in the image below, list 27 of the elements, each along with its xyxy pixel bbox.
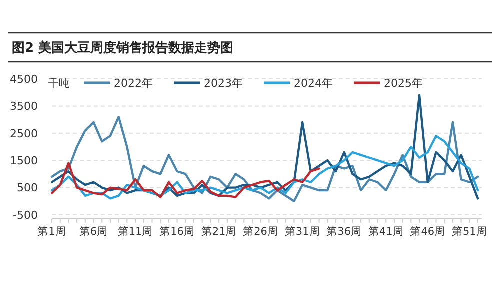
line-series [50, 135, 480, 200]
x-tick-label: 第31周 [284, 226, 320, 238]
y-tick-label: 1500 [10, 154, 38, 168]
y-tick-label: -500 [13, 208, 38, 222]
line-series [50, 162, 320, 198]
x-tick-label: 第16周 [160, 226, 195, 238]
x-tick-label: 第1周 [38, 226, 66, 238]
x-tick-label: 第11周 [118, 226, 154, 238]
x-tick-label: 第51周 [452, 226, 488, 238]
x-tick-label: 第36周 [326, 226, 362, 238]
line-series [50, 94, 480, 200]
x-tick-label: 第46周 [410, 226, 446, 238]
y-axis-title: 千吨 [48, 77, 70, 90]
x-tick-label: 第21周 [201, 226, 237, 238]
y-tick-label: 2500 [10, 127, 38, 140]
y-tick-label: 3500 [10, 100, 38, 114]
y-tick-label: 4500 [10, 72, 38, 86]
legend-label: 2023年 [204, 76, 243, 90]
legend-label: 2025年 [384, 76, 423, 90]
y-tick-label: 500 [17, 182, 38, 195]
legend-label: 2024年 [294, 76, 333, 90]
x-tick-label: 第26周 [243, 226, 279, 238]
line-series [50, 116, 480, 202]
legend-label: 2022年 [114, 76, 153, 90]
x-tick-label: 第6周 [79, 226, 108, 238]
chart-title: 图2 美国大豆周度销售报告数据走势图 [12, 40, 234, 56]
x-tick-label: 第41周 [368, 226, 404, 238]
